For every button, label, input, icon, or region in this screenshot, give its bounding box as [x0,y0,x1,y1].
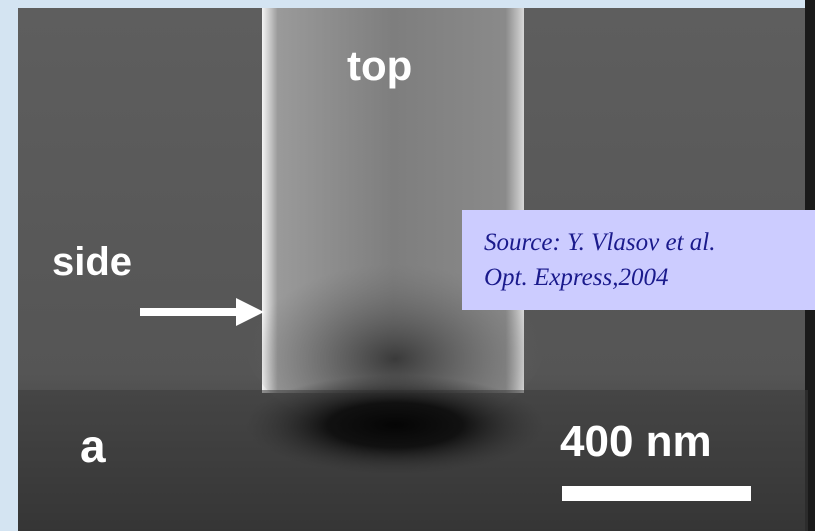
source-box [462,210,815,310]
page: top side a 400 nm Source: Y. Vlasov et a… [0,0,815,531]
label-scale: 400 nm [560,417,712,466]
source-line1: Source: Y. Vlasov et al. [484,229,715,256]
label-side: side [52,240,132,284]
source-line2: Opt. Express,2004 [484,264,668,291]
scale-bar [562,486,751,501]
figure: top side a 400 nm Source: Y. Vlasov et a… [0,0,815,531]
dark-region [245,375,545,475]
label-top: top [347,42,412,89]
label-panel: a [80,420,106,472]
